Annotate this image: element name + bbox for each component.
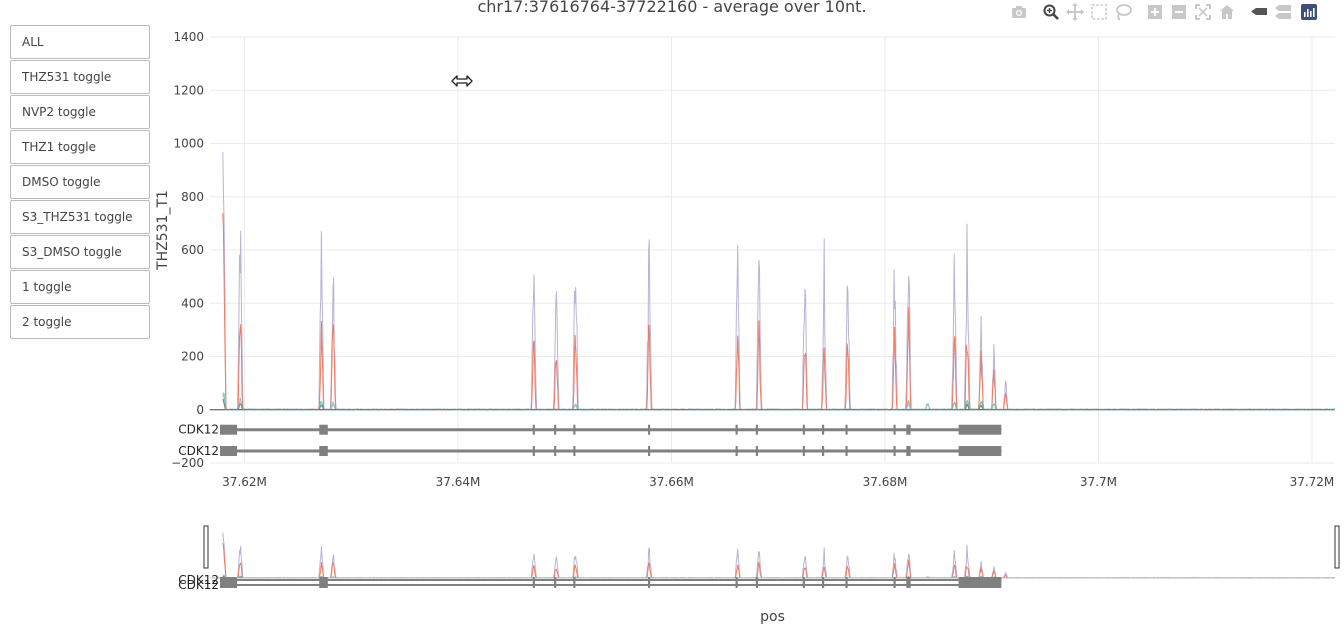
gene-exon (736, 446, 738, 456)
gene-exon (319, 446, 328, 456)
main-series-line-2 (223, 213, 1335, 410)
x-tick-label: 37.66M (649, 475, 694, 489)
zoom-icon[interactable] (1042, 3, 1060, 21)
gene-exon (533, 446, 535, 456)
y-tick-label: 1400 (173, 30, 204, 44)
gene-exon (220, 425, 237, 435)
gene-label: CDK12 (178, 444, 219, 458)
slider-gene-label: CDK12 (178, 578, 219, 592)
slider-gene-exon (533, 582, 535, 588)
y-tick-label: 600 (181, 243, 204, 257)
slider-series-line-1 (223, 532, 1335, 578)
main-series-line-5 (223, 399, 1335, 410)
slider-gene-exon (756, 582, 758, 588)
gene-exon (822, 425, 824, 435)
y-tick-label: 1000 (173, 137, 204, 151)
slider-gene-exon (803, 582, 805, 588)
gene-exon (533, 425, 535, 435)
range-slider-left-handle (204, 526, 208, 568)
compare-hover-icon[interactable] (1274, 3, 1292, 21)
reset-axes-icon[interactable] (1218, 3, 1236, 21)
y-tick-label: 0 (196, 403, 204, 417)
gene-exon (736, 425, 738, 435)
gene-exon (319, 425, 328, 435)
zoom-in-icon[interactable] (1146, 3, 1164, 21)
slider-gene-exon (220, 582, 237, 588)
gene-exon (648, 425, 650, 435)
plotly-logo-icon[interactable] (1300, 3, 1318, 21)
y-tick-label: −200 (171, 456, 204, 470)
x-tick-label: 37.62M (222, 475, 267, 489)
range-slider-right-handle (1335, 526, 1339, 568)
x-tick-label: 37.7M (1080, 475, 1117, 489)
gene-exon (894, 446, 896, 456)
gene-exon (906, 425, 910, 435)
main-traces (223, 152, 1335, 410)
main-series-line-3 (223, 393, 1335, 410)
spike-lines-icon[interactable] (1250, 3, 1268, 21)
camera-icon[interactable] (1010, 3, 1028, 21)
slider-gene-exon (573, 582, 575, 588)
main-series-line-1 (223, 152, 1335, 410)
y-tick-label: 800 (181, 190, 204, 204)
y-axis-title: THZ531_T1 (155, 190, 171, 271)
gene-exon (220, 446, 237, 456)
pan-icon[interactable] (1066, 3, 1084, 21)
gene-exon (803, 425, 805, 435)
gene-exon (845, 425, 847, 435)
gene-exon (554, 446, 556, 456)
slider-gene-exon (822, 582, 824, 588)
gene-exon (959, 446, 1002, 456)
resize-cursor-icon (450, 72, 474, 90)
gene-exon (573, 425, 575, 435)
gene-exon (573, 446, 575, 456)
y-tick-label: 200 (181, 350, 204, 364)
gene-exon (906, 446, 910, 456)
gene-exon (845, 446, 847, 456)
slider-gene-exon (906, 582, 910, 588)
zoom-out-icon[interactable] (1170, 3, 1188, 21)
slider-gene-exon (894, 582, 896, 588)
x-tick-label: 37.68M (863, 475, 908, 489)
slider-gene-exon (845, 582, 847, 588)
slider-gene-exon (554, 582, 556, 588)
gene-exon (648, 446, 650, 456)
slider-series-line-2 (223, 543, 1335, 578)
box-select-icon[interactable] (1090, 3, 1108, 21)
slider-gene-exon (959, 582, 1002, 588)
autoscale-icon[interactable] (1194, 3, 1212, 21)
modebar (1010, 3, 1340, 21)
gene-exon (894, 425, 896, 435)
gene-exon (803, 446, 805, 456)
main-series-line-4 (223, 393, 1335, 409)
slider-gene-exon (648, 582, 650, 588)
gene-exon (756, 425, 758, 435)
x-tick-label: 37.64M (436, 475, 481, 489)
gene-label: CDK12 (178, 423, 219, 437)
gene-exon (756, 446, 758, 456)
x-axis-title: pos (760, 609, 785, 625)
gene-exon (959, 425, 1002, 435)
y-tick-label: 1200 (173, 83, 204, 97)
slider-gene-exon (319, 582, 328, 588)
range-slider-traces (223, 532, 1335, 578)
gene-exon (822, 446, 824, 456)
x-tick-label: 37.72M (1290, 475, 1335, 489)
gene-exon (554, 425, 556, 435)
y-tick-label: 400 (181, 296, 204, 310)
slider-gene-exon (736, 582, 738, 588)
lasso-icon[interactable] (1114, 3, 1132, 21)
